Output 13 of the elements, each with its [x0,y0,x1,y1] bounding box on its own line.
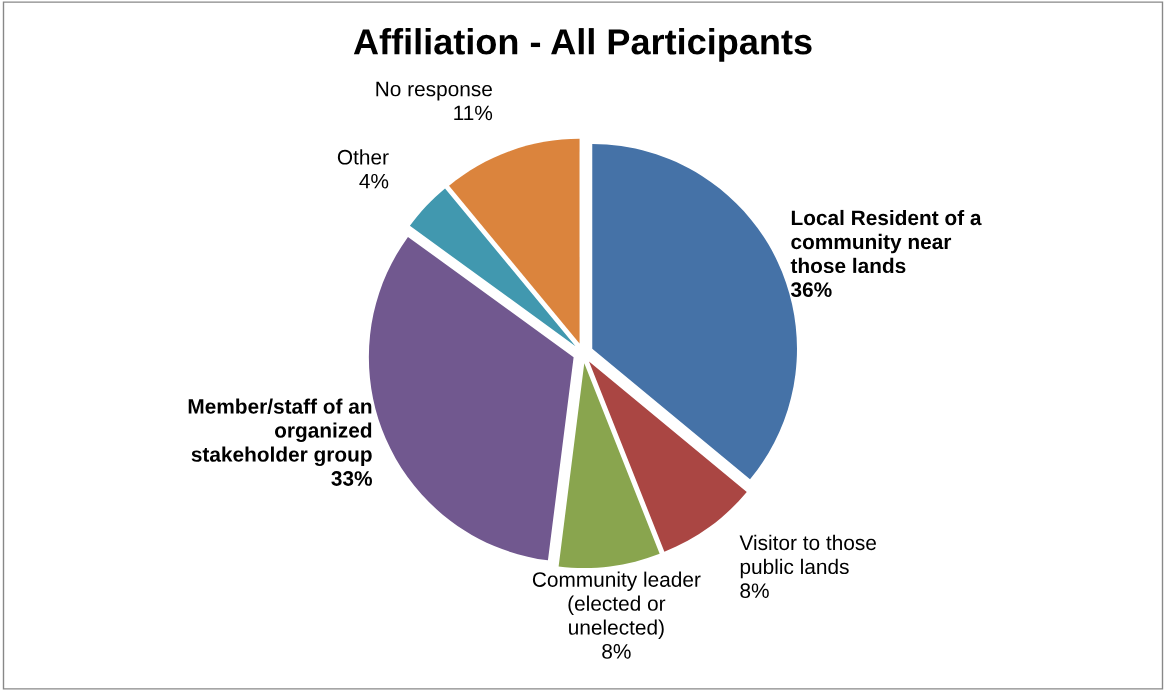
slice-label: Community leader (elected or unelected) [532,571,701,639]
slice-label: Other [337,149,389,165]
data-label: 33% [331,471,372,486]
data-label: 4% [359,173,389,189]
slice-label: Visitor to those public lands [739,534,876,579]
data-label: 36% [790,282,832,298]
data-label: 8% [602,644,631,659]
slice-label: Local Resident of a community near those lands [790,209,982,274]
slice-label: No response [376,81,492,101]
data-label: 11% [454,105,493,121]
chart-title: Affiliation - All Participants [353,28,812,62]
slice-label: Member/staff of an organized stakeholder group [188,398,372,467]
data-label: 8% [740,583,769,599]
